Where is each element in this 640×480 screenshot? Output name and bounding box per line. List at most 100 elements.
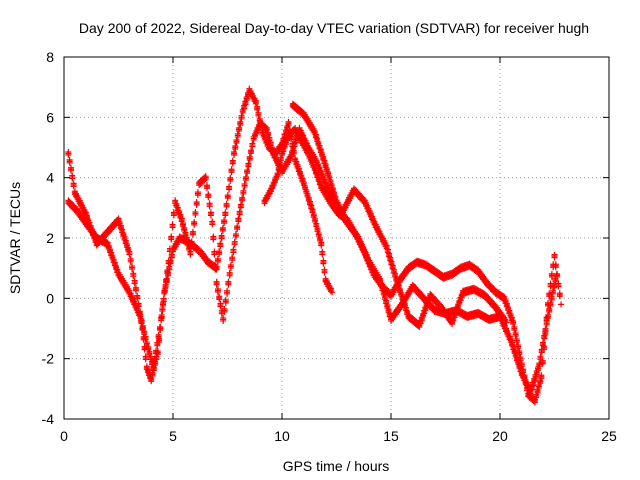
data-point bbox=[234, 226, 241, 233]
data-point bbox=[419, 313, 426, 320]
y-tick-label: -4 bbox=[42, 411, 55, 427]
data-point bbox=[226, 186, 233, 193]
data-point bbox=[232, 146, 239, 152]
data-point bbox=[534, 367, 541, 374]
data-point bbox=[239, 197, 246, 204]
data-point bbox=[321, 269, 328, 276]
data-point bbox=[204, 185, 211, 192]
data-point bbox=[194, 192, 201, 199]
data-point bbox=[240, 190, 247, 197]
data-point bbox=[548, 273, 555, 280]
data-point bbox=[160, 298, 167, 305]
data-point bbox=[552, 264, 559, 271]
data-point bbox=[280, 148, 287, 155]
data-point bbox=[230, 249, 237, 256]
data-point bbox=[236, 211, 243, 218]
data-point bbox=[212, 266, 219, 273]
data-point bbox=[320, 260, 327, 267]
data-point bbox=[458, 294, 465, 301]
data-point bbox=[229, 257, 236, 264]
data-point bbox=[154, 342, 161, 349]
data-point bbox=[512, 333, 519, 340]
data-point bbox=[206, 203, 213, 210]
data-point bbox=[241, 105, 248, 112]
data-point bbox=[379, 287, 386, 294]
data-point bbox=[224, 195, 231, 202]
data-point bbox=[453, 307, 460, 314]
data-point bbox=[242, 101, 249, 108]
data-marks bbox=[65, 85, 565, 406]
data-point bbox=[241, 183, 248, 190]
data-point bbox=[223, 203, 230, 210]
data-point bbox=[513, 339, 520, 346]
data-point bbox=[255, 112, 262, 119]
data-point bbox=[269, 185, 276, 192]
y-tick-label: 0 bbox=[46, 290, 54, 306]
x-tick-label: 10 bbox=[274, 428, 290, 444]
data-point bbox=[544, 314, 551, 321]
x-tick-label: 15 bbox=[383, 428, 399, 444]
data-point bbox=[553, 271, 560, 278]
data-point bbox=[558, 301, 565, 308]
data-point bbox=[543, 321, 550, 328]
data-point bbox=[201, 177, 208, 184]
data-point bbox=[287, 155, 294, 162]
data-point bbox=[189, 231, 196, 238]
data-point bbox=[217, 243, 224, 250]
data-point bbox=[142, 356, 149, 363]
y-tick-label: 2 bbox=[46, 230, 54, 246]
data-point bbox=[237, 204, 244, 211]
chart-title: Day 200 of 2022, Sidereal Day-to-day VTE… bbox=[79, 20, 589, 36]
data-point bbox=[236, 127, 243, 134]
data-point bbox=[268, 188, 275, 195]
data-point bbox=[329, 289, 336, 296]
data-point bbox=[541, 335, 548, 342]
data-point bbox=[229, 160, 236, 167]
data-point bbox=[126, 251, 133, 258]
data-point bbox=[534, 389, 541, 396]
data-point bbox=[205, 194, 212, 201]
data-point bbox=[452, 310, 459, 317]
data-point bbox=[214, 258, 221, 265]
data-point bbox=[243, 97, 250, 104]
data-point bbox=[547, 302, 554, 309]
data-point bbox=[381, 296, 388, 303]
data-point bbox=[252, 100, 259, 107]
data-point bbox=[239, 109, 246, 116]
data-point bbox=[170, 212, 177, 219]
data-point bbox=[221, 308, 228, 315]
data-point bbox=[254, 106, 261, 113]
data-point bbox=[226, 272, 233, 279]
data-point bbox=[169, 224, 176, 231]
data-point bbox=[187, 251, 194, 258]
data-point bbox=[273, 176, 280, 183]
data-point bbox=[548, 296, 555, 303]
data-point bbox=[533, 394, 540, 401]
data-point bbox=[383, 300, 390, 307]
data-point bbox=[132, 287, 139, 294]
data-point bbox=[151, 358, 158, 365]
data-point bbox=[531, 399, 538, 406]
data-point bbox=[538, 349, 545, 356]
data-point bbox=[291, 143, 298, 150]
data-point bbox=[218, 235, 225, 242]
data-point bbox=[66, 159, 73, 166]
data-point bbox=[216, 296, 223, 303]
data-point bbox=[531, 378, 538, 385]
data-point bbox=[551, 284, 558, 291]
data-point bbox=[457, 297, 464, 304]
data-point bbox=[156, 327, 163, 333]
data-point bbox=[549, 290, 556, 297]
data-point bbox=[238, 115, 245, 122]
data-point bbox=[276, 162, 283, 169]
series-track-5 bbox=[340, 185, 510, 330]
data-point bbox=[166, 248, 173, 255]
x-tick-label: 5 bbox=[169, 428, 177, 444]
data-point bbox=[318, 242, 325, 249]
data-point bbox=[217, 303, 224, 310]
data-point bbox=[69, 175, 76, 182]
data-point bbox=[510, 320, 517, 327]
data-point bbox=[537, 380, 544, 387]
data-point bbox=[385, 309, 392, 316]
